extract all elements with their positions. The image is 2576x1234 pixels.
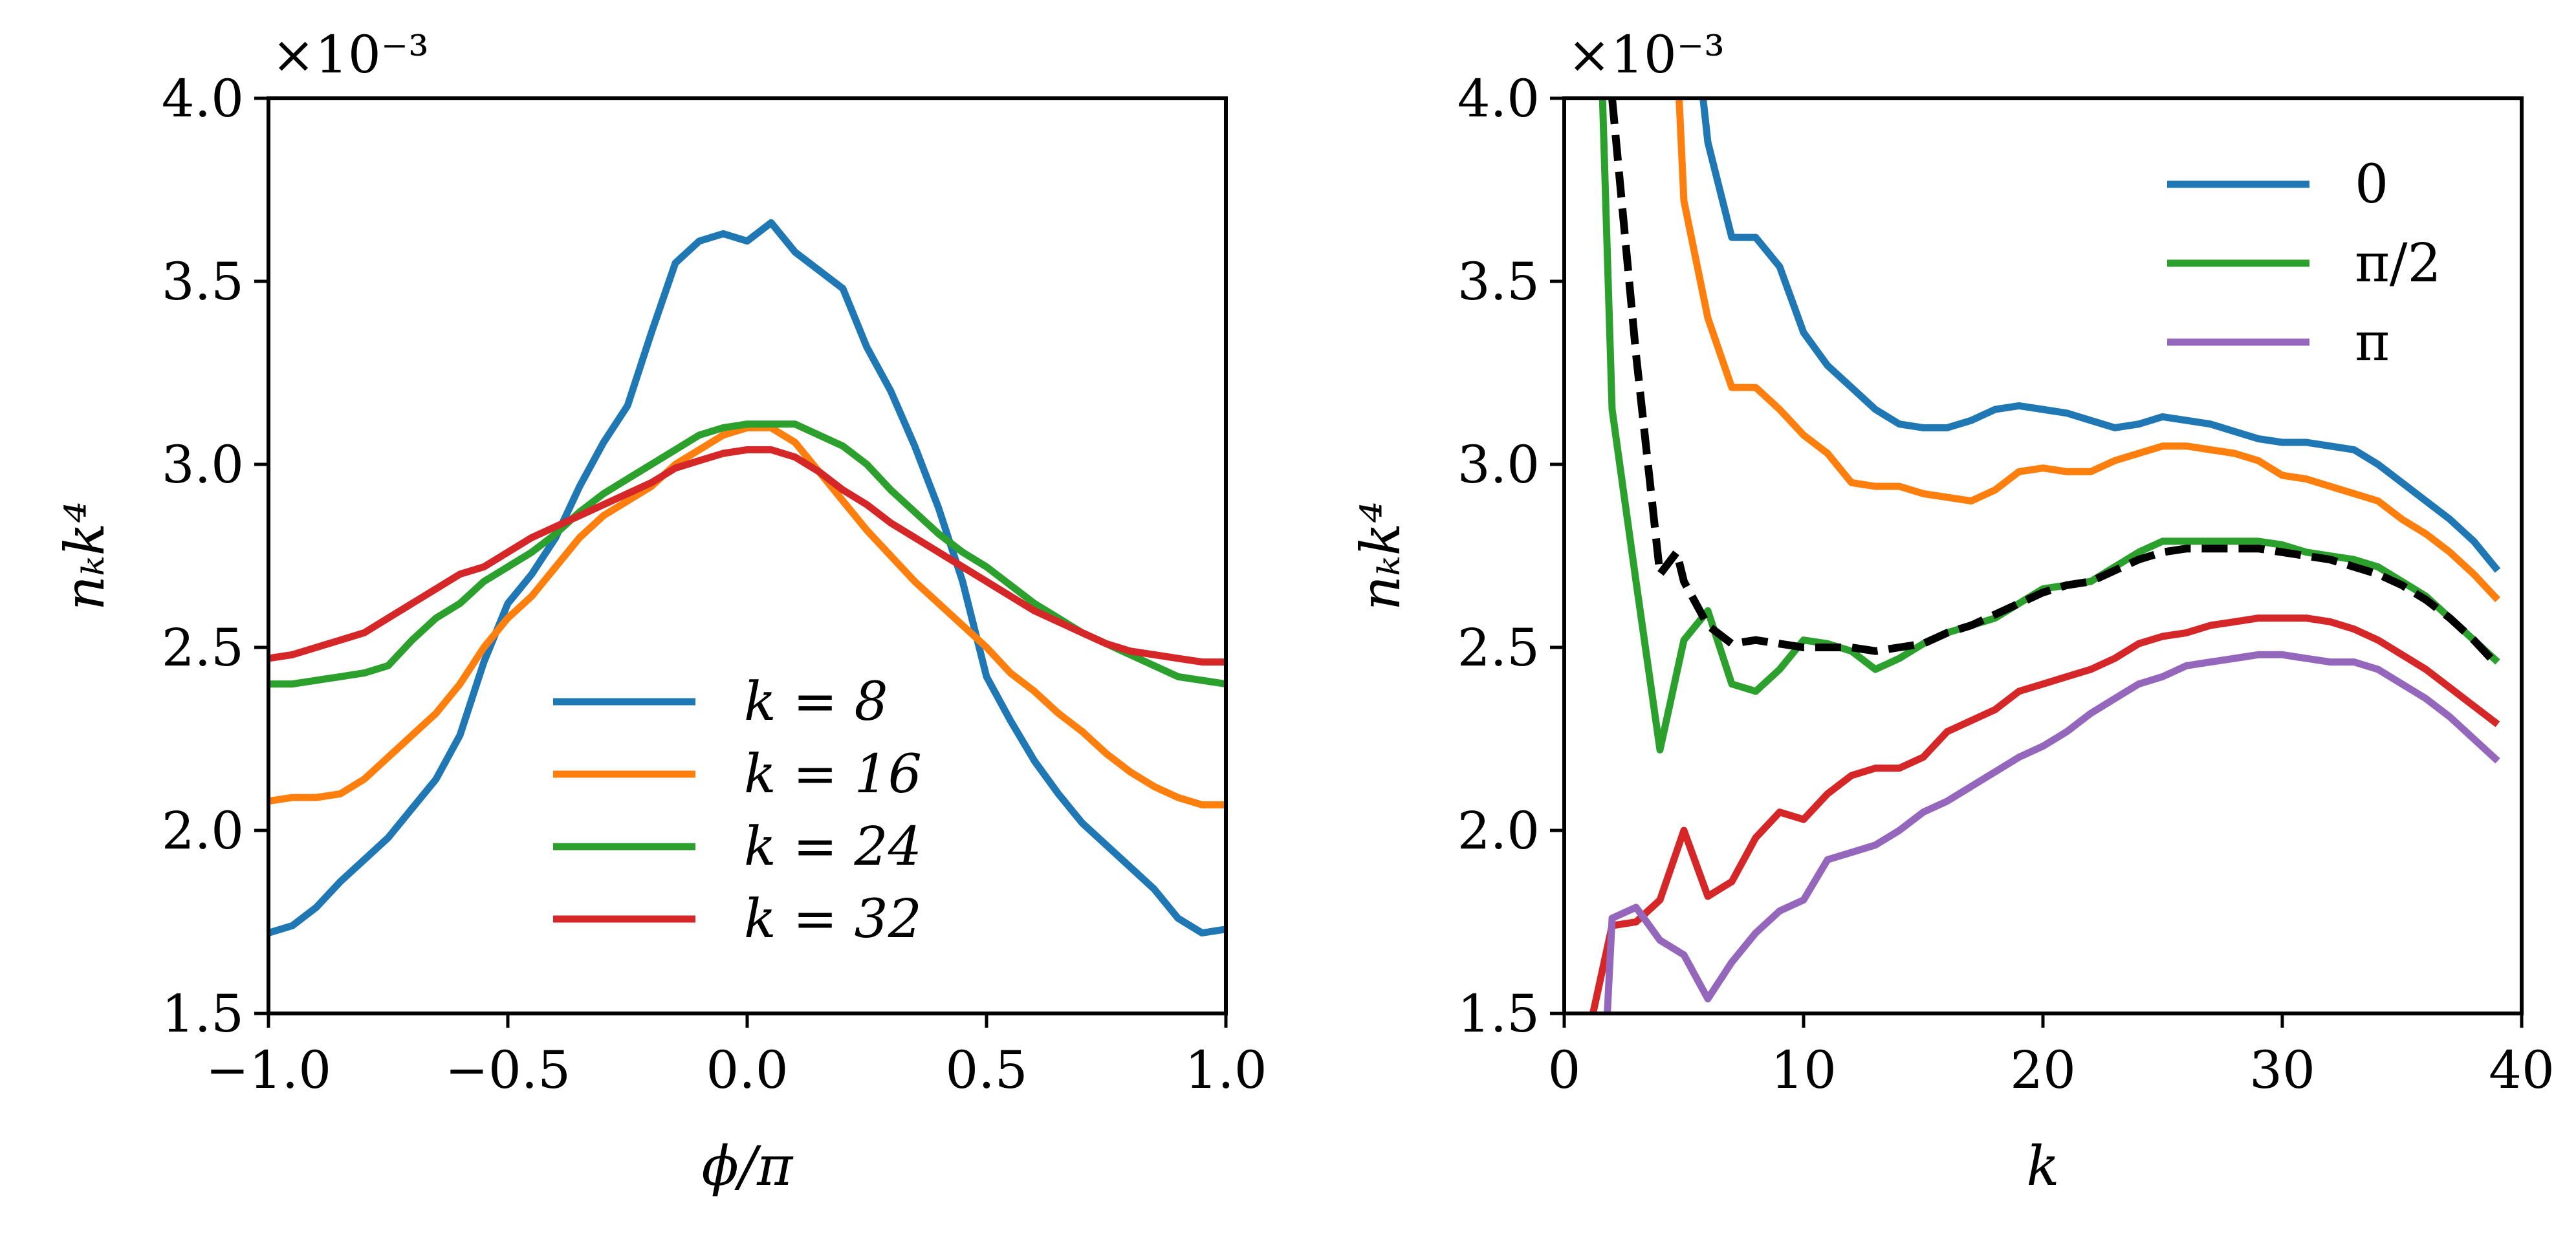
series-line-3	[1589, 614, 2500, 1013]
y-multiplier: ×10⁻³	[1567, 25, 1725, 85]
series-group	[1589, 98, 2501, 1013]
x-tick-label-4: 1.0	[1184, 1040, 1267, 1100]
y-axis-label: nₖk⁴	[53, 501, 116, 611]
x-tick-label-1: 10	[1771, 1040, 1837, 1100]
series-line-5	[1608, 98, 2501, 669]
x-tick-label-1: −0.5	[445, 1040, 571, 1100]
y-tick-label-5: 4.0	[1457, 69, 1540, 129]
x-tick-label-0: 0	[1548, 1040, 1581, 1100]
y-tick-label-1: 2.0	[1457, 801, 1540, 861]
x-tick-label-3: 0.5	[945, 1040, 1027, 1100]
legend-label-2: k = 24	[744, 816, 922, 878]
y-tick-label-5: 4.0	[162, 69, 244, 129]
left-panel: −1.0 −0.5 0.0 0.5 1.0 1.5 2.0 2.5 3.0 3.5 4.0 ×10⁻³…	[53, 25, 1267, 1198]
x-tick-label-4: 40	[2489, 1040, 2555, 1100]
y-tick-label-0: 1.5	[1457, 984, 1540, 1044]
legend-label-2: π	[2355, 312, 2390, 373]
x-tick-label-2: 0.0	[706, 1040, 788, 1100]
x-axis-label: ϕ/π	[702, 1134, 794, 1198]
y-tick-label-0: 1.5	[162, 984, 244, 1044]
x-tick-label-2: 20	[2010, 1040, 2076, 1100]
legend-label-0: 0	[2355, 154, 2388, 215]
legend-label-1: k = 16	[744, 744, 922, 805]
y-axis-label: nₖk⁴	[1349, 501, 1412, 611]
y-tick-label-3: 3.0	[162, 435, 244, 495]
y-tick-label-2: 2.5	[1457, 618, 1540, 678]
legend-label-0: k = 8	[744, 671, 888, 733]
y-tick-label-4: 3.5	[162, 252, 244, 312]
series-line-3	[268, 446, 1226, 666]
series-line-1	[268, 424, 1226, 808]
y-tick-label-3: 3.0	[1457, 435, 1540, 495]
series-line-4	[1604, 651, 2500, 1013]
x-axis-label: k	[2027, 1134, 2060, 1198]
series-group	[268, 219, 1226, 936]
right-panel: 0 10 20 30 40 1.5 2.0 2.5 3.0 3.5 4.0 ×10⁻³ k nₖk⁴ 0 π/…	[1349, 25, 2555, 1198]
y-multiplier: ×10⁻³	[272, 25, 429, 85]
legend-label-3: k = 32	[744, 889, 922, 950]
x-tick-label-3: 30	[2249, 1040, 2315, 1100]
y-tick-label-4: 3.5	[1457, 252, 1540, 312]
y-tick-label-2: 2.5	[162, 618, 244, 678]
series-line-0	[268, 219, 1226, 936]
x-tick-label-0: −1.0	[206, 1040, 331, 1100]
legend-label-1: π/2	[2355, 233, 2441, 294]
y-tick-label-1: 2.0	[162, 801, 244, 861]
series-line-1	[1675, 98, 2501, 603]
series-line-2	[268, 420, 1226, 688]
series-line-0	[1699, 98, 2501, 573]
